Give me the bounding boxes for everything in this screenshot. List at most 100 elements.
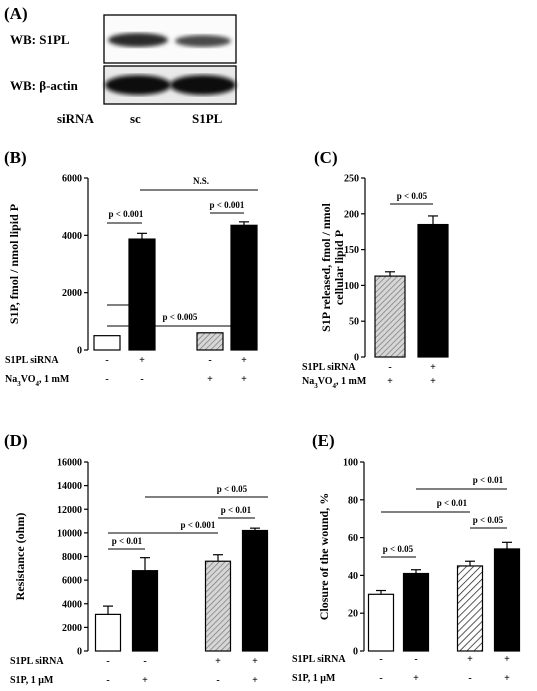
y-tick-label: 14000 (57, 481, 82, 492)
condition-label: S1PL siRNA (10, 656, 64, 667)
condition-mark: + (139, 355, 145, 366)
significance-label: p < 0.05 (473, 515, 504, 525)
y-tick-label: 2000 (62, 288, 82, 299)
panel-b-label: (B) (4, 148, 27, 167)
y-tick-label: 0 (77, 647, 82, 658)
significance-label: p < 0.001 (109, 209, 144, 219)
condition-mark: - (379, 654, 382, 665)
condition-label: S1PL siRNA (5, 355, 59, 366)
condition-mark: + (430, 362, 436, 373)
bar-3 (204, 560, 232, 652)
bar-1 (367, 593, 395, 652)
bar-1 (94, 613, 122, 652)
bar-2 (131, 570, 159, 652)
condition-label: Na3VO4, 1 mM (5, 374, 70, 388)
blot-actin (103, 65, 237, 105)
significance-label: p < 0.05 (383, 544, 414, 554)
band-s1pl-s1pl (175, 35, 231, 47)
condition-mark: - (106, 675, 109, 686)
lane-label-s1pl: S1PL (192, 111, 223, 126)
significance-label: p < 0.001 (210, 200, 245, 210)
band-sc-actin (105, 75, 171, 95)
y-tick-label: 16000 (57, 458, 82, 469)
condition-mark: + (252, 656, 258, 667)
condition-label: S1PL siRNA (292, 654, 346, 665)
y-tick-label: 12000 (57, 505, 82, 516)
condition-label: S1P, 1 μM (10, 675, 54, 686)
y-tick-label: 150 (344, 245, 359, 256)
y-axis-label: cellular lipid P (332, 230, 346, 305)
condition-mark: + (430, 376, 436, 387)
y-axis-label: Closure of the wound, % (317, 493, 331, 620)
band-sc-s1pl (108, 33, 168, 47)
chart-c: (C) S1P released, fmol / nmol cellular lip… (302, 148, 449, 390)
condition-mark: - (388, 362, 391, 373)
significance-label: p < 0.01 (221, 505, 252, 515)
bar-2 (417, 223, 449, 358)
y-tick-label: 8000 (62, 552, 82, 563)
condition-label: S1P, 1 μM (292, 673, 336, 684)
condition-mark: - (379, 673, 382, 684)
y-tick-label: 0 (77, 346, 82, 357)
bar-3 (456, 565, 484, 652)
panel-d-label: (D) (4, 431, 28, 450)
condition-mark: - (208, 355, 211, 366)
bar-4 (230, 224, 258, 351)
y-tick-label: 100 (343, 458, 358, 469)
y-tick-label: 4000 (62, 231, 82, 242)
blot-label-actin: WB: β-actin (10, 78, 79, 93)
significance-label: p < 0.05 (217, 484, 248, 494)
condition-mark: + (215, 656, 221, 667)
chart-e: (E) Closure of the wound, % 0 20 40 60 80 100 p … (292, 431, 521, 684)
condition-mark: - (143, 656, 146, 667)
condition-mark: - (140, 374, 143, 385)
condition-mark: + (241, 374, 247, 385)
panel-a-label: (A) (4, 4, 28, 23)
y-tick-label: 80 (348, 495, 358, 506)
condition-mark: + (387, 376, 393, 387)
y-tick-label: 200 (344, 209, 359, 220)
y-tick-label: 6000 (62, 576, 82, 587)
condition-mark: + (241, 355, 247, 366)
significance-label: p < 0.005 (163, 312, 198, 322)
bar-2 (128, 238, 156, 351)
condition-mark: - (216, 675, 219, 686)
bar-3 (196, 332, 224, 351)
bar-4 (493, 548, 521, 652)
condition-label: S1PL siRNA (302, 362, 356, 373)
panel-a: (A) WB: S1PL WB: β-actin siRNA sc S1PL (4, 4, 237, 126)
y-tick-label: 40 (348, 571, 358, 582)
y-tick-label: 250 (344, 174, 359, 185)
y-tick-label: 20 (348, 609, 358, 620)
chart-d: (D) Resistance (ohm) 0 2000 4000 6000 8000 1000… (4, 431, 269, 686)
condition-mark: + (142, 675, 148, 686)
band-s1pl-actin (170, 75, 236, 95)
condition-mark: + (207, 374, 213, 385)
y-tick-label: 60 (348, 533, 358, 544)
significance-label: N.S. (193, 176, 209, 186)
bar-1 (93, 335, 121, 351)
panel-e-label: (E) (312, 431, 335, 450)
condition-mark: + (252, 675, 258, 686)
condition-mark: + (504, 673, 510, 684)
bar-2 (402, 572, 430, 652)
y-tick-label: 0 (353, 647, 358, 658)
condition-mark: - (105, 355, 108, 366)
y-tick-label: 6000 (62, 174, 82, 185)
y-axis-label: Resistance (ohm) (13, 513, 27, 601)
y-tick-label: 50 (349, 317, 359, 328)
significance-label: p < 0.01 (437, 498, 468, 508)
bar-1 (374, 275, 406, 358)
blot-s1pl (103, 14, 237, 64)
significance-label: p < 0.01 (112, 536, 143, 546)
condition-mark: - (414, 654, 417, 665)
significance-label: p < 0.05 (397, 191, 428, 201)
significance-label: p < 0.001 (181, 520, 216, 530)
condition-mark: + (467, 654, 473, 665)
y-tick-label: 2000 (62, 623, 82, 634)
condition-mark: + (504, 654, 510, 665)
blot-label-s1pl: WB: S1PL (10, 32, 70, 47)
condition-label: Na3VO4, 1 mM (302, 376, 367, 390)
lane-label-sc: sc (130, 111, 141, 126)
